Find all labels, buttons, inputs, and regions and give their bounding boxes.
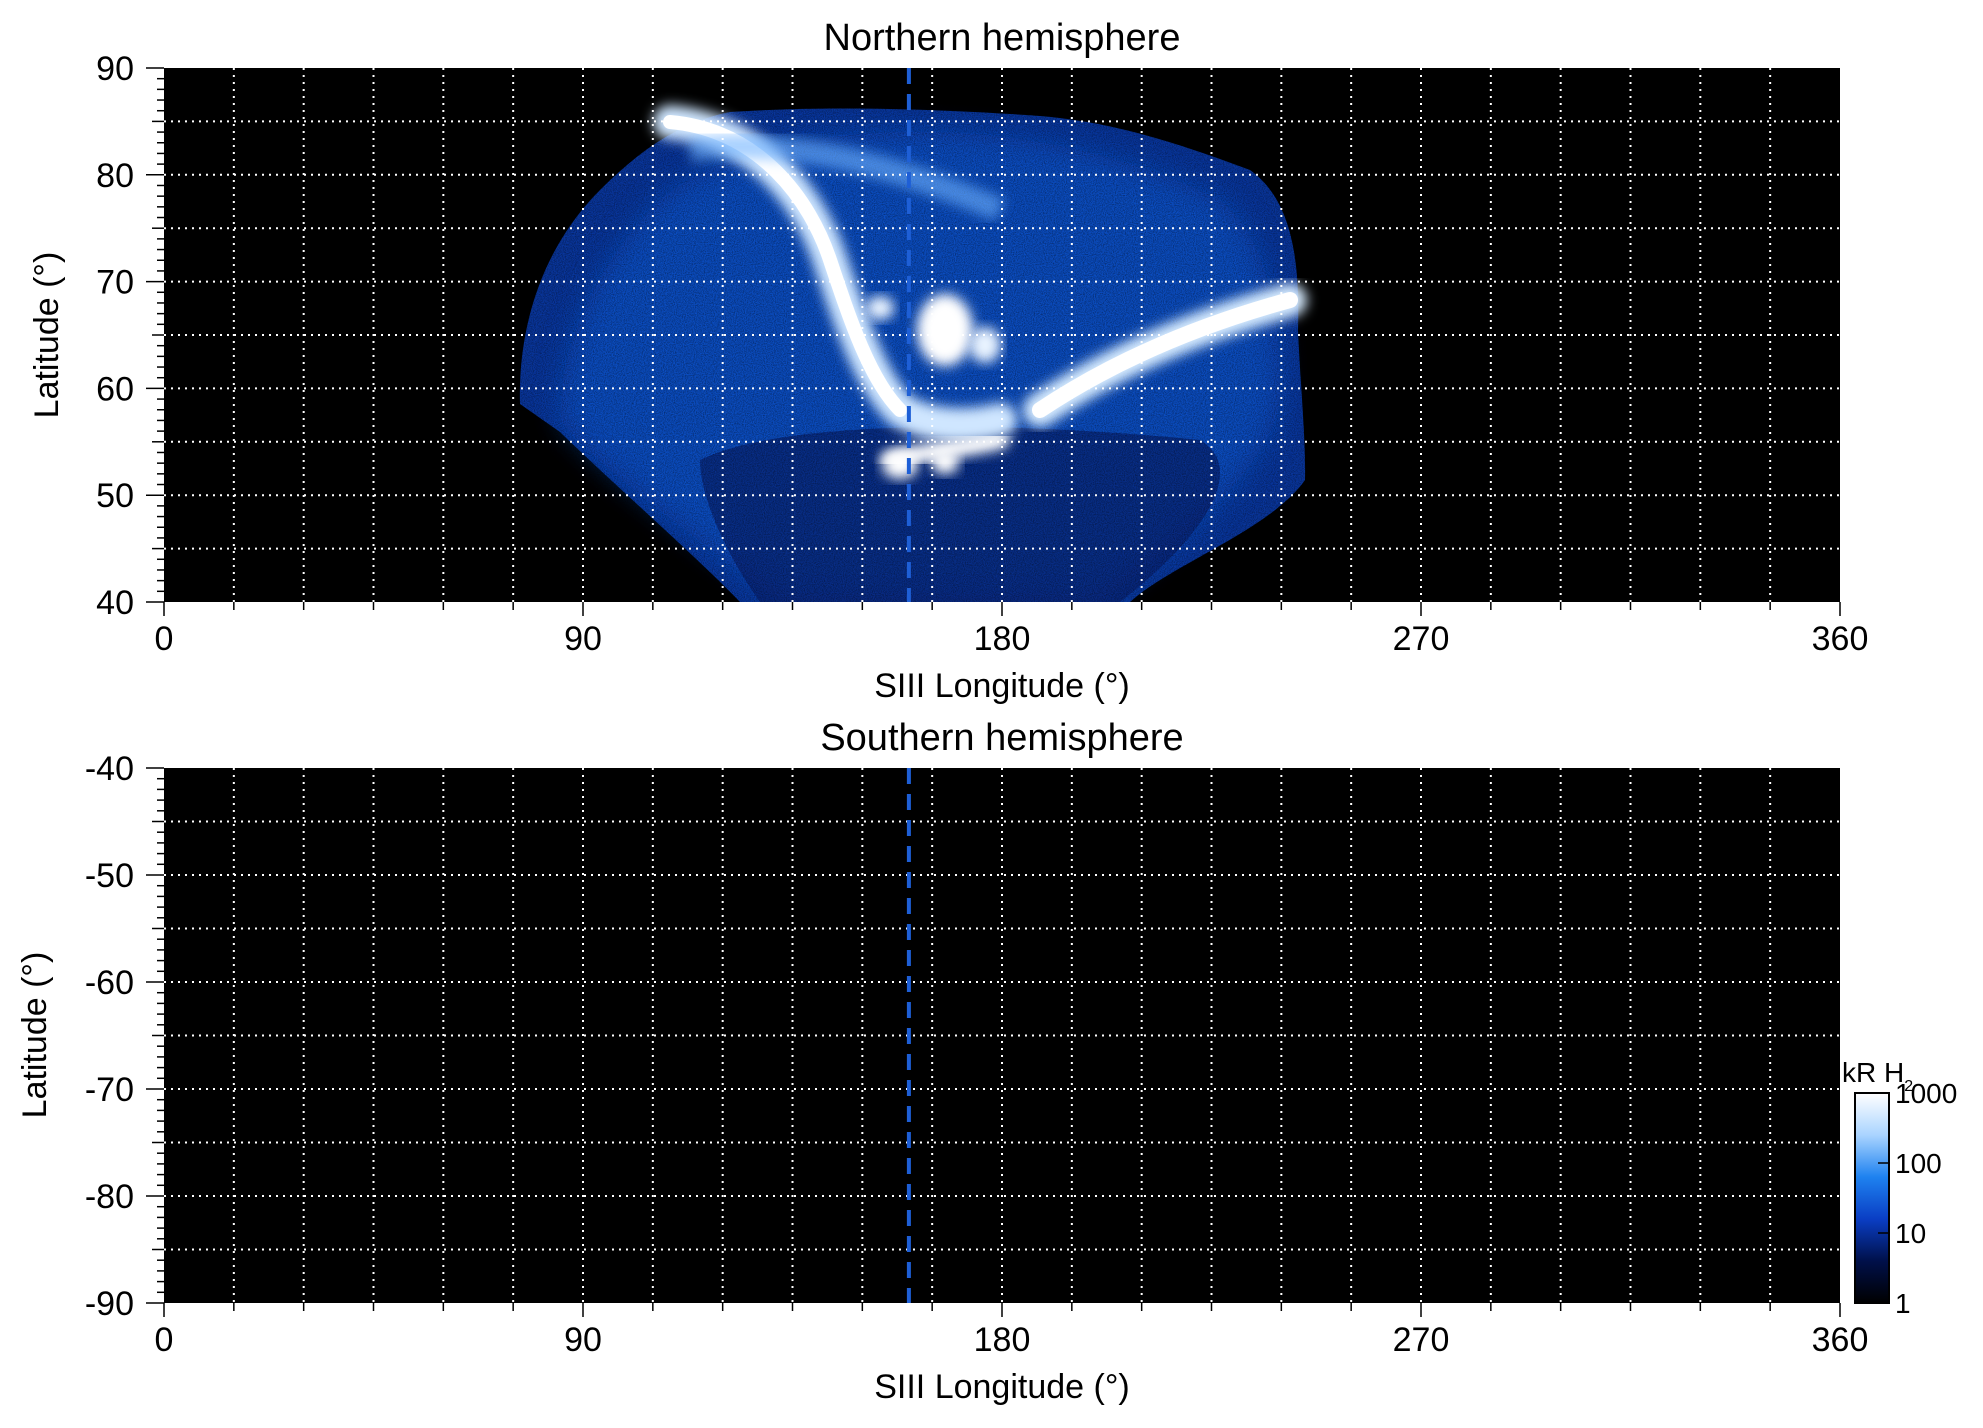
colorbar-tick-label: 1000	[1895, 1078, 1957, 1109]
colorbar-bar	[1854, 1092, 1890, 1304]
panel-southern: Southern hemisphere 0 90 180 270 360 -40-50-…	[16, 717, 1868, 1406]
x-axis-label: SIII Longitude (°)	[874, 667, 1130, 705]
x-tick-label: 90	[564, 1321, 602, 1359]
colorbar-tick-label: 10	[1895, 1218, 1926, 1249]
ticks-southern	[146, 767, 1841, 1317]
grid-southern	[164, 768, 1840, 1303]
grid-northern	[164, 68, 1840, 602]
y-tick-label: -70	[85, 1071, 134, 1109]
y-axis-label: Latitude (°)	[16, 952, 54, 1119]
chart-title: Southern hemisphere	[820, 717, 1183, 759]
low-latitude-spot-a	[882, 451, 918, 479]
x-tick-labels-southern: 0 90 180 270 360	[155, 1321, 1869, 1359]
colorbar-label: kR H2	[1842, 1057, 1913, 1095]
y-tick-label: -90	[85, 1285, 134, 1323]
x-tick-label: 0	[155, 1321, 174, 1359]
y-tick-labels-southern: -40 -50 -60 -70 -80 -90	[85, 750, 134, 1323]
colorbar-tick-label: 1	[1895, 1288, 1911, 1319]
y-tick-label: -50	[85, 857, 134, 895]
colorbar-ticks: 1000 100 10 1	[1878, 1078, 1957, 1319]
polar-spot-secondary	[969, 327, 1001, 363]
y-tick-label: 80	[96, 157, 134, 195]
y-tick-label: 40	[96, 584, 134, 622]
y-tick-label: -40	[85, 750, 134, 788]
y-tick-label: 50	[96, 477, 134, 515]
polar-spot	[917, 294, 973, 366]
ticks-northern	[146, 67, 1841, 616]
x-tick-label: 0	[155, 620, 174, 658]
aurora-emission	[519, 100, 1310, 602]
y-tick-label: -60	[85, 964, 134, 1002]
x-tick-label: 360	[1812, 620, 1869, 658]
x-tick-label: 270	[1393, 620, 1450, 658]
y-axis-label: Latitude (°)	[28, 252, 66, 419]
main-oval-right-arc-core	[1032, 292, 1298, 418]
chart-title: Northern hemisphere	[824, 17, 1181, 59]
y-tick-label: 60	[96, 370, 134, 408]
x-tick-label: 360	[1812, 1321, 1869, 1359]
colorbar-tick-label: 100	[1895, 1148, 1942, 1179]
x-axis-label: SIII Longitude (°)	[874, 1368, 1130, 1406]
x-tick-label: 180	[974, 620, 1031, 658]
x-tick-labels-northern: 0 90 180 270 360	[155, 620, 1869, 658]
x-tick-label: 180	[974, 1321, 1031, 1359]
y-tick-label: -80	[85, 1178, 134, 1216]
x-tick-label: 270	[1393, 1321, 1450, 1359]
polar-diffuse-band	[688, 134, 1005, 222]
low-latitude-spot-b	[931, 450, 959, 474]
colorbar: kR H2 1000 100 10 1	[1842, 1057, 1957, 1319]
polar-spot-tertiary	[866, 296, 894, 320]
x-tick-label: 90	[564, 620, 602, 658]
y-tick-label: 70	[96, 264, 134, 302]
y-tick-label: 90	[96, 50, 134, 88]
y-tick-labels-northern: 90 80 70 60 50 40	[96, 50, 134, 622]
